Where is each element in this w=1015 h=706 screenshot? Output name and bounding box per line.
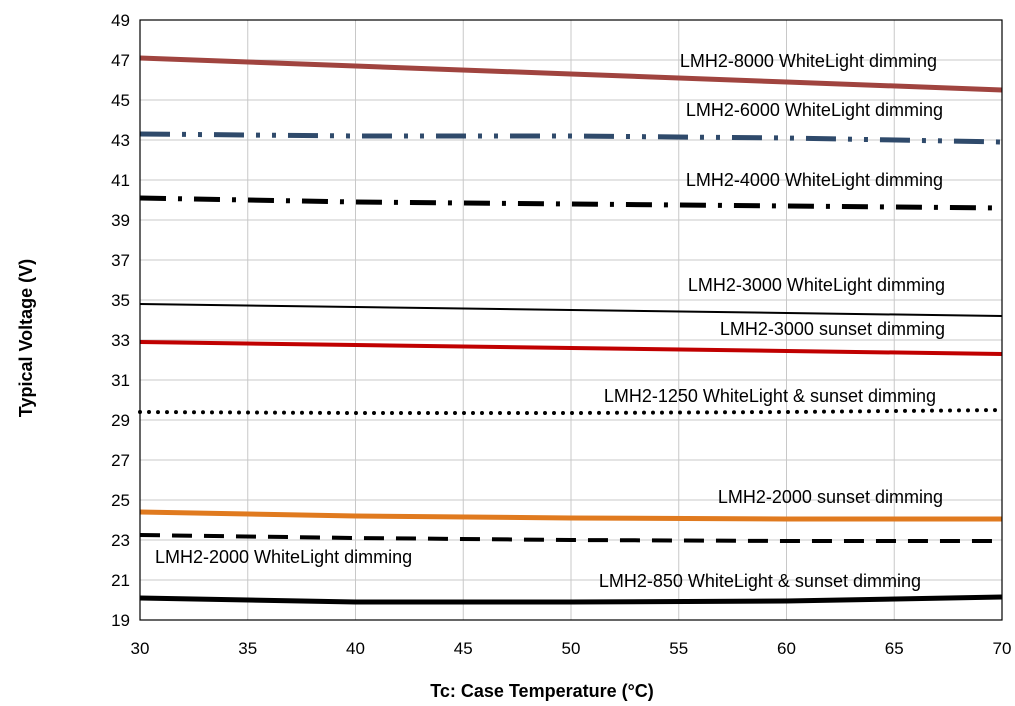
series-labels: LMH2-8000 WhiteLight dimming LMH2-6000 Wh… <box>155 51 945 591</box>
x-tick-label: 35 <box>238 639 257 658</box>
y-tick-label: 23 <box>111 531 130 550</box>
x-tick-label: 65 <box>885 639 904 658</box>
y-tick-label: 25 <box>111 491 130 510</box>
x-tick-label: 30 <box>131 639 150 658</box>
y-tick-label: 19 <box>111 611 130 630</box>
series-label: LMH2-4000 WhiteLight dimming <box>686 170 943 190</box>
x-tick-label: 50 <box>562 639 581 658</box>
series-label: LMH2-3000 WhiteLight dimming <box>688 275 945 295</box>
y-tick-label: 21 <box>111 571 130 590</box>
y-axis-title: Typical Voltage (V) <box>16 259 36 417</box>
y-tick-label: 49 <box>111 11 130 30</box>
x-tick-label: 60 <box>777 639 796 658</box>
x-tick-label: 55 <box>669 639 688 658</box>
series-label: LMH2-1250 WhiteLight & sunset dimming <box>604 386 936 406</box>
y-tick-label: 33 <box>111 331 130 350</box>
y-tick-label: 45 <box>111 91 130 110</box>
y-axis-ticks: 19 21 23 25 27 29 31 33 35 37 39 41 43 45 47 49 <box>111 11 130 630</box>
x-tick-label: 40 <box>346 639 365 658</box>
y-tick-label: 47 <box>111 51 130 70</box>
y-tick-label: 39 <box>111 211 130 230</box>
y-tick-label: 27 <box>111 451 130 470</box>
y-tick-label: 35 <box>111 291 130 310</box>
y-tick-label: 43 <box>111 131 130 150</box>
x-tick-label: 70 <box>993 639 1012 658</box>
series-label: LMH2-850 WhiteLight & sunset dimming <box>599 571 921 591</box>
series-label: LMH2-3000 sunset dimming <box>720 319 945 339</box>
series-label: LMH2-2000 sunset dimming <box>718 487 943 507</box>
x-tick-label: 45 <box>454 639 473 658</box>
series-label: LMH2-6000 WhiteLight dimming <box>686 100 943 120</box>
y-tick-label: 31 <box>111 371 130 390</box>
x-axis-title: Tc: Case Temperature (°C) <box>430 681 654 701</box>
x-axis-ticks: 30 35 40 45 50 55 60 65 70 <box>131 639 1012 658</box>
y-tick-label: 29 <box>111 411 130 430</box>
y-tick-label: 37 <box>111 251 130 270</box>
series-label: LMH2-8000 WhiteLight dimming <box>680 51 937 71</box>
series-label: LMH2-2000 WhiteLight dimming <box>155 547 412 567</box>
y-tick-label: 41 <box>111 171 130 190</box>
